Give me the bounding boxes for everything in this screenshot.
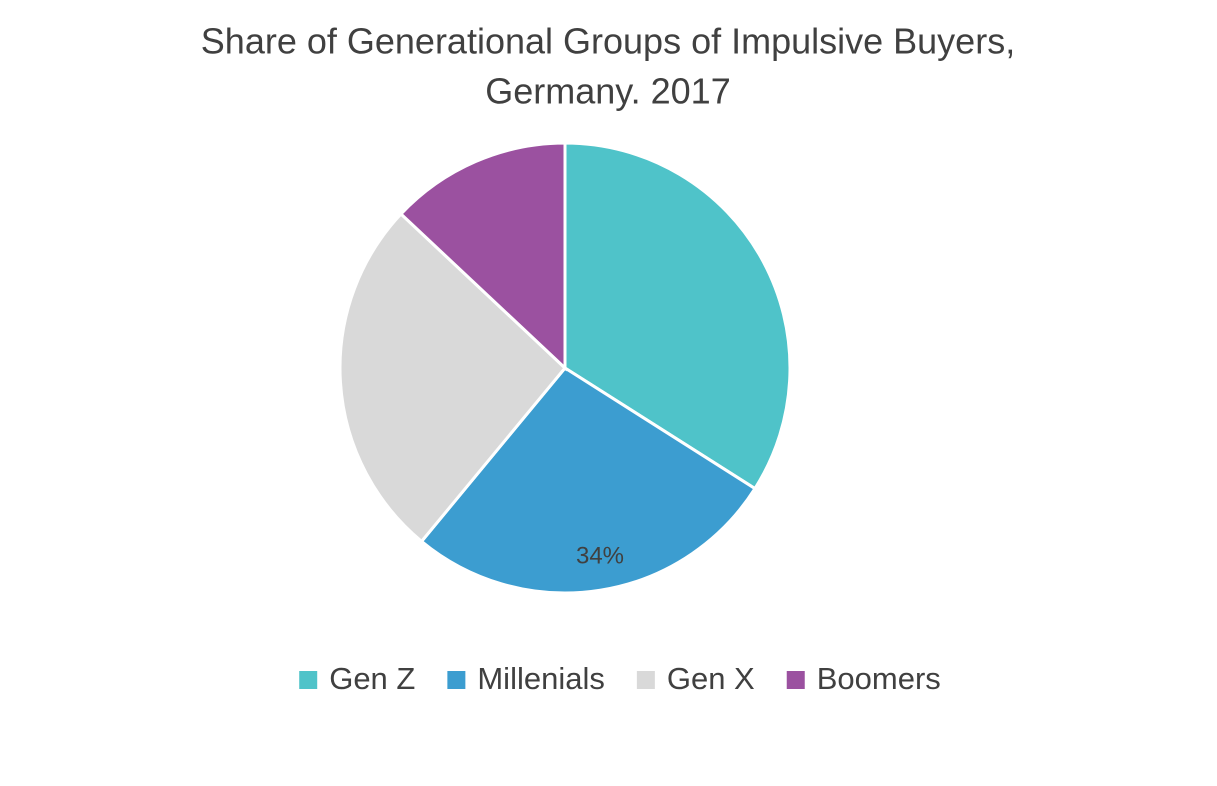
pie-slice [338, 211, 568, 544]
legend-label: Gen Z [329, 661, 415, 696]
chart-title: Germany. 2017 [485, 71, 730, 112]
legend-item: Gen Z [299, 661, 415, 696]
legend-swatch [786, 671, 805, 689]
legend-swatch [636, 671, 655, 689]
legend-label: Millenials [477, 661, 604, 696]
legend-item: Gen X [636, 661, 755, 696]
pie-slice [419, 366, 758, 595]
data-label: 34% [576, 542, 624, 569]
legend-item: Boomers [786, 661, 941, 696]
legend-item: Millenials [447, 661, 605, 696]
pie-slice [398, 141, 567, 372]
chart-title: Share of Generational Groups of Impulsiv… [201, 21, 1015, 62]
legend-swatch [299, 671, 318, 689]
legend-label: Gen X [667, 661, 755, 696]
legend-swatch [447, 671, 466, 689]
legend-label: Boomers [817, 661, 941, 696]
